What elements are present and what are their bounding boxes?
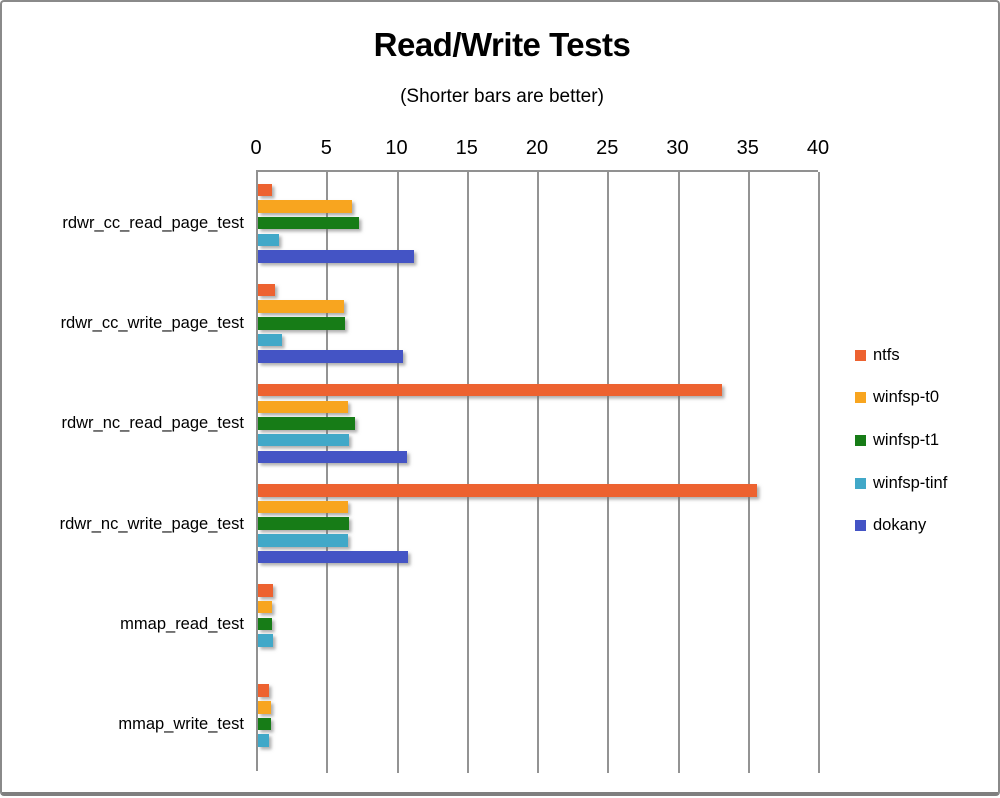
- bar-winfsp-t1-rdwr_cc_write_page_test: [258, 317, 346, 330]
- chart-title: Read/Write Tests: [373, 26, 631, 63]
- bar-winfsp-tinf-rdwr_nc_write_page_test: [258, 534, 348, 547]
- gridline-30: [677, 172, 680, 773]
- legend-swatch-winfsp-t1: [855, 434, 866, 446]
- chart-subtitle: (Shorter bars are better): [400, 86, 604, 107]
- x-tick-label-10: 10: [385, 137, 408, 159]
- bar-winfsp-t0-mmap_write_test: [258, 701, 271, 714]
- gridline-10: [396, 172, 399, 773]
- gridline-25: [607, 172, 610, 773]
- bar-ntfs-rdwr_cc_read_page_test: [258, 183, 273, 196]
- legend-item-dokany: dokany: [855, 516, 927, 535]
- legend-label-ntfs: ntfs: [873, 345, 900, 364]
- x-tick-label-5: 5: [320, 137, 332, 159]
- legend-item-winfsp-tinf: winfsp-tinf: [855, 474, 947, 492]
- bar-winfsp-tinf-rdwr_cc_read_page_test: [258, 233, 280, 247]
- bar-winfsp-tinf-rdwr_nc_read_page_test: [258, 433, 350, 447]
- legend-label-winfsp-t0: winfsp-t0: [873, 388, 940, 407]
- bar-dokany-rdwr_nc_write_page_test: [258, 550, 409, 564]
- x-tick-label-20: 20: [525, 137, 549, 159]
- category-label-mmap_read_test: mmap_read_test: [120, 614, 244, 633]
- bar-winfsp-t1-rdwr_cc_read_page_test: [258, 216, 360, 230]
- bar-winfsp-t0-rdwr_cc_read_page_test: [258, 200, 353, 213]
- x-tick-label-25: 25: [596, 137, 619, 159]
- bar-winfsp-t1-mmap_read_test: [258, 617, 273, 631]
- category-label-rdwr_cc_read_page_test: rdwr_cc_read_page_test: [62, 214, 244, 233]
- bar-winfsp-t0-mmap_read_test: [258, 600, 273, 614]
- legend-label-dokany: dokany: [873, 516, 927, 535]
- legend-item-winfsp-t0: winfsp-t0: [855, 388, 940, 407]
- legend-label-winfsp-t1: winfsp-t1: [873, 430, 940, 449]
- legend-item-winfsp-t1: winfsp-t1: [855, 431, 939, 449]
- x-tick-label-40: 40: [806, 137, 830, 159]
- category-label-rdwr_nc_read_page_test: rdwr_nc_read_page_test: [61, 414, 244, 433]
- legend-swatch-winfsp-tinf: [855, 477, 866, 489]
- x-tick-label-0: 0: [250, 137, 262, 159]
- bar-ntfs-rdwr_nc_read_page_test: [258, 383, 722, 397]
- gridline-15: [466, 172, 469, 773]
- bar-winfsp-t1-rdwr_nc_write_page_test: [258, 517, 350, 530]
- category-label-mmap_write_test: mmap_write_test: [118, 714, 244, 733]
- gridline-40: [818, 172, 820, 773]
- legend-item-ntfs: ntfs: [855, 346, 900, 364]
- legend-swatch-ntfs: [855, 349, 866, 361]
- legend-swatch-winfsp-t0: [855, 392, 866, 404]
- bar-ntfs-rdwr_nc_write_page_test: [258, 484, 757, 497]
- bar-winfsp-t1-rdwr_nc_read_page_test: [258, 417, 355, 430]
- x-tick-label-15: 15: [455, 137, 478, 159]
- bar-dokany-rdwr_nc_read_page_test: [258, 450, 407, 464]
- bar-ntfs-mmap_write_test: [258, 684, 270, 697]
- bar-dokany-rdwr_cc_write_page_test: [258, 350, 403, 363]
- bar-ntfs-mmap_read_test: [258, 584, 274, 597]
- category-label-rdwr_cc_write_page_test: rdwr_cc_write_page_test: [60, 314, 244, 333]
- bar-dokany-rdwr_cc_read_page_test: [258, 250, 414, 263]
- x-tick-label-35: 35: [736, 137, 759, 159]
- legend-label-winfsp-tinf: winfsp-tinf: [873, 473, 948, 492]
- legend-swatch-dokany: [855, 520, 866, 532]
- bar-winfsp-tinf-mmap_read_test: [258, 634, 274, 647]
- gridline-20: [537, 172, 539, 773]
- gridline-35: [747, 172, 750, 773]
- bar-winfsp-t0-rdwr_cc_write_page_test: [258, 300, 344, 313]
- bar-winfsp-tinf-rdwr_cc_write_page_test: [258, 333, 282, 347]
- category-label-rdwr_nc_write_page_test: rdwr_nc_write_page_test: [59, 514, 244, 533]
- bar-winfsp-t0-rdwr_nc_read_page_test: [258, 400, 348, 414]
- bar-winfsp-tinf-mmap_write_test: [258, 734, 270, 747]
- plot-area: [256, 170, 820, 773]
- bar-ntfs-rdwr_cc_write_page_test: [258, 283, 275, 297]
- gridline-5: [326, 172, 329, 773]
- bar-winfsp-t1-mmap_write_test: [258, 717, 271, 731]
- x-tick-label-30: 30: [666, 137, 689, 159]
- bar-winfsp-t0-rdwr_nc_write_page_test: [258, 500, 348, 514]
